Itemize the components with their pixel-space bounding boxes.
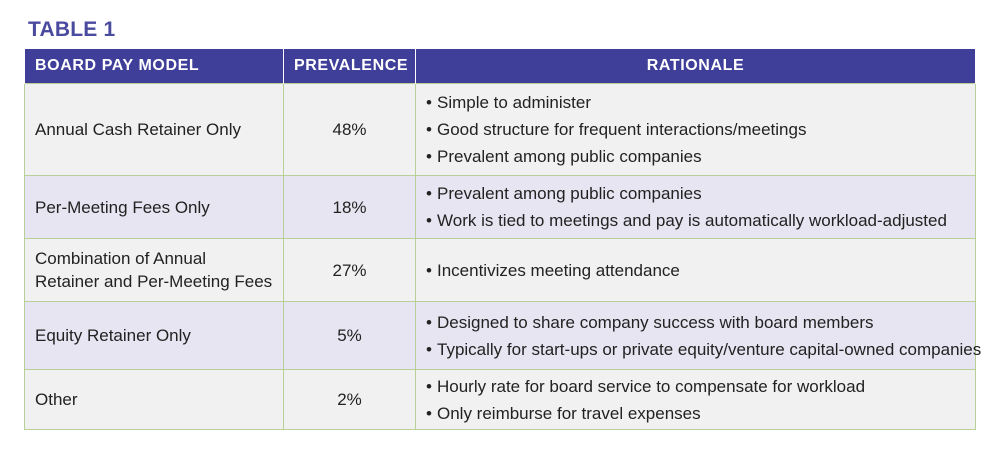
rationale-item: • Incentivizes meeting attendance xyxy=(426,260,680,280)
cell-rationale: • Simple to administer • Good structure fo… xyxy=(415,83,976,176)
rationale-item: • Prevalent among public companies xyxy=(426,147,702,166)
cell-rationale: • Incentivizes meeting attendance xyxy=(415,238,976,302)
table-row: Other 2% • Hourly rate for board service … xyxy=(24,369,976,430)
table-title: TABLE 1 xyxy=(28,18,116,41)
rationale-list: • Designed to share company success with … xyxy=(426,309,982,363)
rationale-list: • Simple to administer • Good structure fo… xyxy=(426,89,965,170)
cell-pay-model: Annual Cash Retainer Only xyxy=(24,83,284,176)
rationale-list: • Prevalent among public companies • Work … xyxy=(426,180,965,234)
cell-prevalence: 27% xyxy=(283,238,416,302)
table-row: Per-Meeting Fees Only 18% • Prevalent amo… xyxy=(24,175,976,239)
column-header-prevalence: PREVALENCE xyxy=(283,49,416,84)
cell-rationale: • Prevalent among public companies • Work … xyxy=(415,175,976,239)
rationale-item: • Only reimburse for travel expenses xyxy=(426,403,701,423)
cell-pay-model: Combination of Annual Retainer and Per-M… xyxy=(24,238,284,302)
rationale-item: • Work is tied to meetings and pay is aut… xyxy=(426,211,947,230)
cell-pay-model: Other xyxy=(24,369,284,430)
rationale-item: • Hourly rate for board service to compen… xyxy=(426,376,866,396)
column-header-board-pay-model: BOARD PAY MODEL xyxy=(24,49,284,84)
rationale-item: • Typically for start-ups or private equi… xyxy=(426,339,982,359)
table-row: Combination of Annual Retainer and Per-M… xyxy=(24,238,976,302)
cell-rationale: • Hourly rate for board service to compen… xyxy=(415,369,976,430)
cell-prevalence: 18% xyxy=(283,175,416,239)
rationale-list: • Hourly rate for board service to compen… xyxy=(426,373,965,427)
rationale-list: • Incentivizes meeting attendance xyxy=(426,257,965,284)
cell-prevalence: 48% xyxy=(283,83,416,176)
rationale-item: • Simple to administer xyxy=(426,93,592,112)
cell-prevalence: 2% xyxy=(283,369,416,430)
rationale-item: • Designed to share company success with … xyxy=(426,312,874,332)
table-row: Equity Retainer Only 5% • Designed to sha… xyxy=(24,301,982,370)
cell-pay-model: Per-Meeting Fees Only xyxy=(24,175,284,239)
table-header-row: BOARD PAY MODEL PREVALENCE RATIONALE xyxy=(24,49,976,84)
column-header-rationale: RATIONALE xyxy=(415,49,976,84)
board-pay-table: BOARD PAY MODEL PREVALENCE RATIONALE Ann… xyxy=(24,49,982,430)
cell-pay-model: Equity Retainer Only xyxy=(24,301,284,370)
table-row: Annual Cash Retainer Only 48% • Simple to… xyxy=(24,83,976,176)
cell-prevalence: 5% xyxy=(283,301,416,370)
rationale-item: • Prevalent among public companies xyxy=(426,184,702,203)
rationale-item: • Good structure for frequent interaction… xyxy=(426,120,807,139)
cell-rationale: • Designed to share company success with … xyxy=(415,301,982,370)
